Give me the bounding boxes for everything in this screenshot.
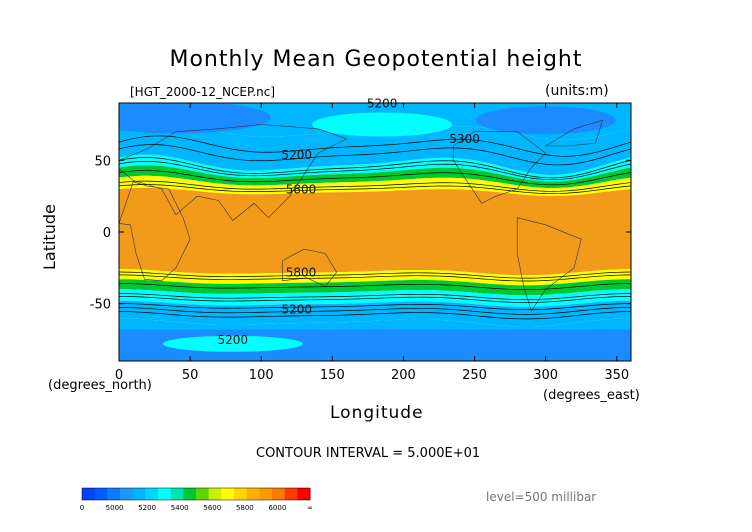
contour-line [119, 170, 631, 186]
pressure-level-text: level=500 millibar [486, 490, 597, 504]
color-band [119, 269, 631, 286]
color-band [119, 154, 631, 182]
y-tick-label: 50 [94, 154, 111, 169]
contour-line [119, 184, 631, 194]
color-band [119, 279, 631, 296]
x-axis-label: Longitude [330, 403, 424, 423]
colorbar-label: 0 [80, 504, 84, 512]
colorbar-segment [246, 488, 260, 500]
coastline [544, 119, 604, 147]
color-band [119, 187, 631, 276]
axes: 0 50 100 150 200 250 300 350 50 0 -50 [90, 103, 631, 383]
colorbar-segment [158, 488, 172, 500]
x-tick-label: 300 [533, 368, 558, 383]
contour-line [119, 303, 631, 311]
chart-title: Monthly Mean Geopotential height [169, 47, 583, 72]
coastline [282, 248, 337, 287]
contour-label: 5200 [282, 148, 313, 162]
colorbar-segment [196, 488, 210, 500]
colorbar: 0 5000 5200 5400 5600 5800 6000 ∞ [80, 487, 313, 512]
contour-line [119, 144, 631, 166]
colorbar-segment [221, 488, 235, 500]
contour-label: 5300 [449, 132, 480, 146]
contour-label: 5200 [282, 303, 313, 317]
y-axis-unit: (degrees_north) [48, 378, 152, 393]
colorbar-segment [170, 488, 184, 500]
colorbar-segment [107, 488, 121, 500]
polar-cell-south [162, 335, 303, 352]
contour-label: 5800 [286, 265, 317, 279]
contour-line [119, 271, 631, 279]
y-tick-label: -50 [90, 298, 111, 313]
x-tick-label: 0 [115, 368, 123, 383]
contour-label: 5800 [286, 182, 317, 196]
colorbar-segment [272, 488, 286, 500]
colorbar-segment [132, 488, 146, 500]
polar-low-north [119, 103, 271, 134]
x-tick-label: 350 [604, 368, 629, 383]
polar-ridge-north [312, 112, 453, 137]
colorbar-label: 5600 [203, 504, 221, 512]
colorbar-segment [259, 488, 273, 500]
x-tick-label: 50 [182, 368, 199, 383]
colorbar-label: 5800 [236, 504, 254, 512]
colorbar-label: 5200 [138, 504, 156, 512]
colorbar-label: 6000 [269, 504, 287, 512]
colorbar-label: ∞ [307, 504, 313, 512]
contour-line [119, 296, 631, 303]
contour-line [119, 283, 631, 290]
coastline [119, 124, 348, 221]
colorbar-label: 5000 [106, 504, 124, 512]
contour-interval-text: CONTOUR INTERVAL = 5.000E+01 [256, 446, 481, 461]
x-tick-label: 250 [462, 368, 487, 383]
colorbar-segment [183, 488, 197, 500]
colorbar-frame [81, 487, 311, 501]
contour-map [119, 103, 631, 361]
x-tick-label: 150 [320, 368, 345, 383]
contour-line [119, 135, 631, 157]
polar-low-north [475, 106, 616, 135]
units-label: (units:m) [545, 83, 609, 99]
contour-label: 5200 [218, 333, 249, 347]
colorbar-segment [234, 488, 248, 500]
contour-lines [119, 135, 631, 320]
contour-line [119, 311, 631, 320]
colorbar-segment [145, 488, 159, 500]
colorbar-segment [94, 488, 108, 500]
contour-line [119, 307, 631, 315]
contour-line [119, 160, 631, 181]
contour-line [119, 180, 631, 192]
colorbar-segment [297, 488, 311, 500]
contour-line [119, 157, 631, 179]
color-band [119, 123, 631, 176]
dataset-name: [HGT_2000-12_NCEP.nc] [130, 85, 276, 99]
contour-line [119, 293, 631, 300]
contour-line [119, 274, 631, 282]
colorbar-segment [208, 488, 222, 500]
x-tick-label: 200 [391, 368, 416, 383]
x-axis-unit: (degrees_east) [543, 388, 640, 403]
y-tick-label: 0 [103, 226, 111, 241]
x-tick-label: 100 [249, 368, 274, 383]
colorbar-segment [120, 488, 134, 500]
colorbar-label: 5400 [171, 504, 189, 512]
colorbar-segment [284, 488, 298, 500]
colorbar-segment [82, 488, 96, 500]
